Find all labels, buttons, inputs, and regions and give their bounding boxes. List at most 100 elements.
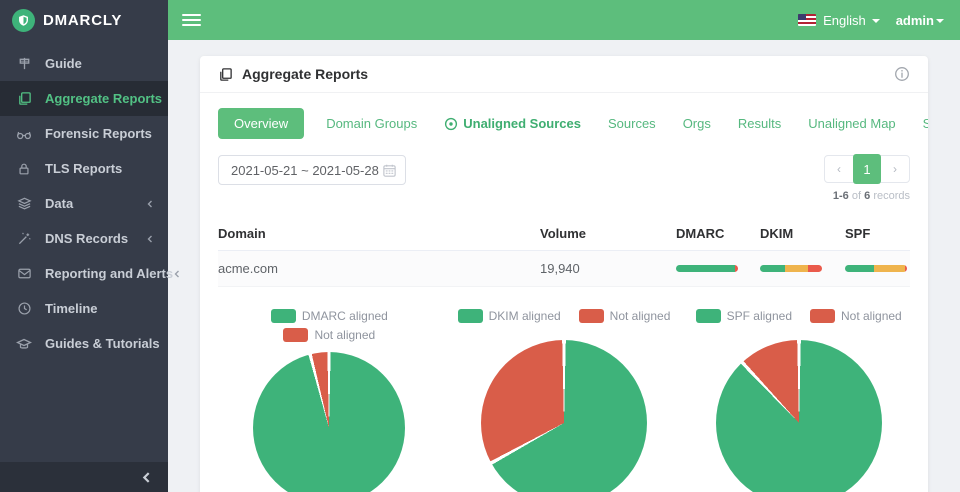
column-header-volume: Volume [540, 225, 586, 241]
wand-icon [16, 231, 32, 247]
sidebar-item-data[interactable]: Data [0, 186, 168, 221]
tab-bar: Overview Domain Groups Unaligned Sources… [200, 93, 928, 151]
legend-swatch [283, 328, 309, 342]
sidebar-item-timeline[interactable]: Timeline [0, 291, 168, 326]
tab-series[interactable]: Series [922, 116, 928, 131]
sidebar-item-dns-records[interactable]: DNS Records [0, 221, 168, 256]
sidebar: DMARCLY Guide Aggregate Reports Forensic [0, 0, 180, 492]
sidebar-item-label: DNS Records [45, 231, 129, 246]
info-icon[interactable] [894, 66, 910, 82]
graduation-cap-icon [16, 336, 32, 352]
volume-cell: 19,940 [540, 261, 580, 276]
legend-swatch [457, 309, 483, 323]
sidebar-item-label: Reporting and Alerts [45, 266, 174, 281]
legend-label: Not aligned [841, 309, 902, 323]
legend-label: SPF aligned [726, 309, 792, 323]
spf-pie [715, 340, 882, 492]
tab-results[interactable]: Results [737, 116, 782, 131]
pagination: ‹ 1 › 1-6 of 6 records [824, 154, 910, 202]
sidebar-item-reporting-and-alerts[interactable]: Reporting and Alerts [0, 256, 180, 291]
records-count: 1-6 of 6 records [824, 190, 910, 202]
sidebar-item-aggregate-reports[interactable]: Aggregate Reports [0, 81, 168, 116]
sidebar-item-label: TLS Reports [45, 161, 123, 176]
tab-unaligned-map[interactable]: Unaligned Map [808, 116, 896, 131]
clock-icon [16, 301, 32, 317]
legend: DKIM aligned Not aligned [449, 309, 680, 328]
filter-row: 2021-05-21 ~ 2021-05-28 ‹ 1 › 1-6 of 6 [200, 151, 928, 212]
records-label: records [873, 190, 910, 202]
dkim-pie [481, 340, 647, 492]
glasses-icon [16, 126, 32, 142]
spf-result-bar [845, 265, 907, 272]
legend-item-dkim-aligned[interactable]: DKIM aligned [457, 309, 561, 323]
date-range-value: 2021-05-21 ~ 2021-05-28 [231, 162, 379, 178]
legend-label: Not aligned [609, 309, 671, 323]
dmarc-pie [253, 352, 406, 492]
tab-overview[interactable]: Overview [218, 108, 305, 139]
sidebar-item-guides-tutorials[interactable]: Guides & Tutorials [0, 326, 168, 361]
dkim-pie-chart: DKIM aligned Not aligned [447, 309, 682, 492]
sidebar-item-label: Aggregate Reports [45, 91, 163, 106]
card-header: Aggregate Reports [200, 56, 928, 93]
domains-table: Domain Volume DMARC DKIM SPF acme.com 19… [200, 212, 928, 287]
hamburger-menu-icon[interactable] [182, 11, 201, 29]
sidebar-item-forensic-reports[interactable]: Forensic Reports [0, 116, 168, 151]
legend-item-spf-aligned[interactable]: SPF aligned [695, 309, 792, 323]
legend-item-dmarc-aligned[interactable]: DMARC aligned [270, 309, 388, 323]
legend-swatch [270, 309, 296, 323]
reports-icon [16, 91, 32, 107]
sidebar-nav: Guide Aggregate Reports Forensic Reports… [0, 40, 180, 462]
tab-orgs[interactable]: Orgs [682, 116, 711, 131]
column-header-dmarc: DMARC [676, 225, 725, 241]
legend-label: Not aligned [314, 328, 376, 342]
legend-swatch [695, 309, 721, 323]
legend-item-not-aligned[interactable]: Not aligned [283, 328, 375, 342]
user-menu[interactable]: admin [895, 12, 934, 28]
chevron-left-icon [146, 200, 154, 208]
records-of: of [851, 190, 862, 202]
legend-item-not-aligned[interactable]: Not aligned [810, 309, 902, 323]
sidebar-item-label: Guides & Tutorials [45, 336, 160, 351]
spf-pie-chart: SPF aligned Not aligned [681, 309, 916, 492]
legend-label: DMARC aligned [301, 309, 388, 323]
sidebar-item-tls-reports[interactable]: TLS Reports [0, 151, 168, 186]
dmarc-result-bar [676, 265, 738, 272]
page-number-button[interactable]: 1 [853, 154, 881, 184]
legend: SPF aligned Not aligned [687, 309, 911, 328]
tab-sources[interactable]: Sources [607, 116, 656, 131]
next-page-button[interactable]: › [893, 162, 897, 176]
topbar-right: English admin [798, 13, 944, 28]
prev-page-button[interactable]: ‹ [837, 162, 841, 176]
target-icon [444, 117, 458, 131]
main-area: English admin Aggregate Reports Overview… [168, 0, 960, 492]
legend-item-not-aligned[interactable]: Not aligned [578, 309, 671, 323]
chevron-left-icon [173, 270, 181, 278]
table-row[interactable]: acme.com 19,940 [218, 251, 910, 287]
layers-icon [16, 196, 32, 212]
date-range-input[interactable]: 2021-05-21 ~ 2021-05-28 [218, 155, 406, 185]
lock-icon [16, 161, 32, 177]
chevron-left-icon [146, 235, 154, 243]
domain-cell[interactable]: acme.com [218, 261, 278, 276]
records-total: 6 [864, 190, 871, 202]
content-area: Aggregate Reports Overview Domain Groups… [168, 40, 960, 492]
sidebar-collapse-button[interactable] [0, 462, 168, 492]
brand-logo[interactable]: DMARCLY [0, 0, 168, 40]
tab-domain-groups[interactable]: Domain Groups [326, 116, 418, 131]
sidebar-item-label: Data [45, 196, 74, 211]
sidebar-item-label: Timeline [45, 301, 98, 316]
signpost-icon [16, 56, 32, 72]
chevron-down-icon [936, 19, 944, 23]
shield-logo-icon [12, 8, 35, 32]
pie-charts-section: DMARC aligned Not aligned [200, 287, 928, 492]
topbar: English admin [168, 0, 960, 40]
column-header-dkim: DKIM [760, 225, 794, 241]
sidebar-item-guide[interactable]: Guide [0, 46, 168, 81]
brand-name: DMARCLY [43, 11, 123, 29]
column-header-domain: Domain [218, 225, 266, 241]
us-flag-icon [798, 14, 817, 26]
tab-unaligned-sources[interactable]: Unaligned Sources [444, 116, 581, 131]
language-dropdown[interactable]: English [823, 12, 866, 28]
page-title: Aggregate Reports [242, 66, 369, 82]
sidebar-item-label: Guide [45, 56, 82, 71]
